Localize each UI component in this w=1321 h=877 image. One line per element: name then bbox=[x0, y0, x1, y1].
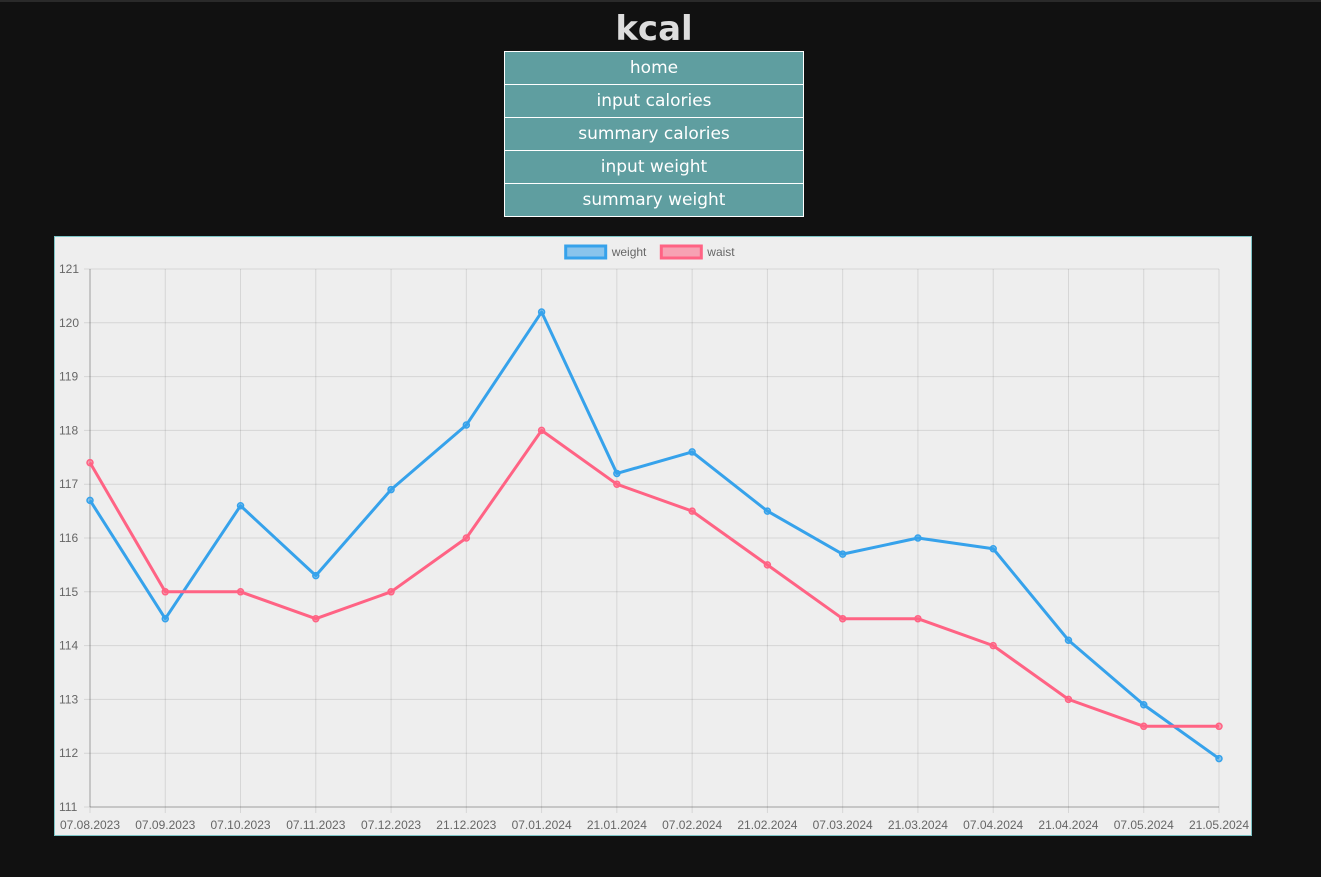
weight-line-chart: 111 112 113 114 115 116 117 118 119 120 121 07.08.… bbox=[59, 244, 1249, 832]
data-point-waist[interactable] bbox=[613, 480, 621, 488]
data-point-waist[interactable] bbox=[537, 426, 546, 435]
x-tick-label: 07.03.2024 bbox=[813, 818, 873, 832]
y-tick-label: 117 bbox=[59, 477, 78, 491]
data-point-waist[interactable] bbox=[838, 614, 847, 623]
x-tick-label: 21.05.2024 bbox=[1189, 818, 1249, 832]
y-tick-label: 118 bbox=[59, 423, 78, 437]
x-tick-label: 07.04.2024 bbox=[963, 818, 1023, 832]
data-point-weight[interactable] bbox=[387, 485, 395, 494]
series-line-weight bbox=[88, 310, 1220, 760]
x-tick-label: 07.10.2023 bbox=[211, 818, 271, 832]
data-point-waist[interactable] bbox=[1064, 695, 1073, 704]
nav-input-weight-button[interactable]: input weight bbox=[504, 150, 804, 184]
nav-summary-weight-button[interactable]: summary weight bbox=[504, 183, 804, 217]
legend-label: weight bbox=[611, 245, 647, 259]
data-point-weight[interactable] bbox=[838, 550, 847, 558]
y-tick-label: 119 bbox=[59, 370, 78, 384]
x-tick-label: 07.02.2024 bbox=[662, 818, 722, 832]
y-tick-label: 116 bbox=[59, 531, 78, 545]
chart-grid bbox=[84, 268, 1220, 813]
nav-home-button[interactable]: home bbox=[504, 51, 804, 85]
y-tick-label: 120 bbox=[59, 316, 79, 330]
data-point-waist[interactable] bbox=[989, 641, 997, 650]
data-point-waist[interactable] bbox=[236, 588, 245, 596]
x-tick-label: 07.09.2023 bbox=[135, 818, 195, 832]
data-point-waist[interactable] bbox=[1215, 722, 1223, 731]
data-point-weight[interactable] bbox=[537, 308, 546, 316]
main-nav: home input calories summary calories inp… bbox=[504, 51, 804, 217]
x-tick-label: 21.01.2024 bbox=[587, 818, 647, 832]
legend-swatch bbox=[659, 244, 703, 260]
data-point-weight[interactable] bbox=[312, 571, 320, 580]
nav-summary-calories-button[interactable]: summary calories bbox=[504, 117, 804, 151]
data-point-waist[interactable] bbox=[462, 534, 471, 542]
x-tick-label: 07.08.2023 bbox=[60, 818, 120, 832]
x-tick-label: 07.01.2024 bbox=[512, 818, 572, 832]
data-point-weight[interactable] bbox=[989, 545, 997, 553]
data-point-weight[interactable] bbox=[914, 534, 922, 542]
data-point-waist[interactable] bbox=[86, 458, 94, 467]
data-point-waist[interactable] bbox=[688, 507, 696, 515]
data-point-waist[interactable] bbox=[161, 588, 170, 596]
data-point-weight[interactable] bbox=[688, 448, 696, 456]
x-tick-label: 07.11.2023 bbox=[286, 818, 345, 832]
data-point-weight[interactable] bbox=[161, 614, 170, 623]
data-point-waist[interactable] bbox=[312, 614, 320, 623]
x-tick-label: 21.04.2024 bbox=[1038, 818, 1098, 832]
data-point-waist[interactable] bbox=[914, 614, 922, 623]
y-tick-label: 111 bbox=[59, 800, 78, 814]
data-point-weight[interactable] bbox=[613, 469, 621, 478]
y-tick-label: 121 bbox=[59, 262, 79, 276]
x-tick-label: 21.02.2024 bbox=[737, 818, 797, 832]
chart-legend: weight waist bbox=[564, 244, 735, 260]
legend-item-weight[interactable]: weight bbox=[564, 244, 647, 260]
data-point-weight[interactable] bbox=[1139, 701, 1148, 709]
y-tick-label: 114 bbox=[59, 639, 78, 653]
y-tick-label: 112 bbox=[59, 746, 78, 760]
data-point-weight[interactable] bbox=[236, 501, 245, 510]
x-tick-label: 07.05.2024 bbox=[1114, 818, 1174, 832]
data-point-waist[interactable] bbox=[1139, 722, 1148, 731]
x-tick-label: 07.12.2023 bbox=[361, 818, 421, 832]
nav-input-calories-button[interactable]: input calories bbox=[504, 84, 804, 118]
x-tick-label: 21.12.2023 bbox=[436, 818, 496, 832]
data-point-waist[interactable] bbox=[763, 561, 772, 569]
legend-label: waist bbox=[706, 245, 735, 259]
legend-item-waist[interactable]: waist bbox=[659, 244, 735, 260]
page-title: kcal bbox=[615, 9, 693, 49]
legend-swatch bbox=[564, 244, 608, 260]
series-line-waist bbox=[88, 428, 1219, 728]
data-point-waist[interactable] bbox=[387, 588, 395, 596]
data-point-weight[interactable] bbox=[1064, 636, 1073, 644]
y-tick-label: 113 bbox=[59, 692, 78, 706]
y-tick-label: 115 bbox=[59, 585, 78, 599]
data-point-weight[interactable] bbox=[1215, 754, 1223, 763]
data-point-weight[interactable] bbox=[763, 507, 772, 515]
chart-axes bbox=[89, 269, 1219, 808]
x-axis-ticks: 07.08.2023 07.09.2023 07.10.2023 07.11.2023… bbox=[60, 818, 1249, 832]
x-tick-label: 21.03.2024 bbox=[888, 818, 948, 832]
window-top-border bbox=[0, 0, 1321, 2]
data-point-weight[interactable] bbox=[86, 496, 94, 505]
data-point-weight[interactable] bbox=[462, 421, 471, 429]
weight-chart-panel: 111 112 113 114 115 116 117 118 119 120 121 07.08.… bbox=[54, 236, 1252, 836]
chart-series bbox=[86, 308, 1223, 763]
y-axis-ticks: 111 112 113 114 115 116 117 118 119 120 121 bbox=[59, 262, 79, 814]
